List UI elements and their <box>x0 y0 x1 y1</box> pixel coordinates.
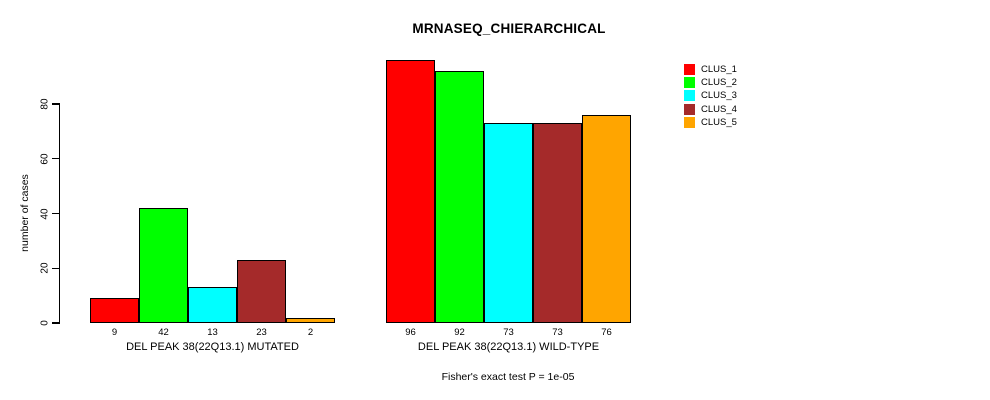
legend-item: CLUS_5 <box>684 116 737 128</box>
bar <box>90 298 139 323</box>
bar-value-label: 96 <box>405 327 416 338</box>
y-axis-tick <box>52 322 60 324</box>
y-axis-line <box>59 104 61 324</box>
bar-value-label: 9 <box>111 327 118 338</box>
bar <box>188 287 237 323</box>
legend-item: CLUS_1 <box>684 64 737 75</box>
legend-swatch-icon <box>684 64 695 75</box>
y-axis-tick <box>52 267 60 269</box>
group-label: DEL PEAK 38(22Q13.1) WILD-TYPE <box>417 341 600 353</box>
legend-label: CLUS_2 <box>701 77 737 89</box>
bar-value-label: 73 <box>552 327 563 338</box>
legend-item: CLUS_2 <box>684 77 737 89</box>
legend-swatch-icon <box>684 77 695 89</box>
legend-label: CLUS_3 <box>701 90 737 102</box>
y-axis-tick <box>52 158 60 160</box>
legend-swatch-icon <box>684 90 695 102</box>
chart-title: MRNASEQ_CHIERARCHICAL <box>412 21 606 36</box>
y-axis-tick-label: 80 <box>39 98 51 110</box>
y-axis-tick <box>52 103 60 105</box>
legend-label: CLUS_5 <box>701 116 737 128</box>
bar-value-label: 2 <box>307 327 314 338</box>
bar-value-label: 42 <box>158 327 169 338</box>
legend: CLUS_1 CLUS_2 CLUS_3 CLUS_4 CLUS_5 <box>684 64 737 130</box>
bar-value-label: 13 <box>207 327 218 338</box>
legend-swatch-icon <box>684 103 695 115</box>
legend-item: CLUS_4 <box>684 103 737 115</box>
bar <box>484 123 533 323</box>
group-label: DEL PEAK 38(22Q13.1) MUTATED <box>126 341 299 353</box>
footer-note: Fisher's exact test P = 1e-05 <box>441 371 575 383</box>
bar <box>386 60 435 323</box>
y-axis-tick <box>52 212 60 215</box>
y-axis-tick-label: 60 <box>39 153 51 165</box>
bar-value-label: 73 <box>503 327 514 338</box>
bar <box>139 208 188 323</box>
bar-value-label: 92 <box>454 327 465 338</box>
legend-label: CLUS_4 <box>701 103 737 115</box>
legend-label: CLUS_1 <box>701 64 737 75</box>
bar <box>533 123 582 323</box>
y-axis-tick-label: 20 <box>39 262 51 274</box>
y-axis-tick-label: 0 <box>39 320 51 326</box>
bar <box>237 260 286 323</box>
bar-value-label: 23 <box>256 327 267 338</box>
bar <box>582 114 631 323</box>
bar <box>435 71 484 323</box>
legend-item: CLUS_3 <box>684 90 737 102</box>
y-axis-tick-label: 40 <box>39 207 51 220</box>
bar-value-label: 76 <box>601 327 612 338</box>
bar <box>286 317 335 323</box>
legend-swatch-icon <box>684 116 695 128</box>
